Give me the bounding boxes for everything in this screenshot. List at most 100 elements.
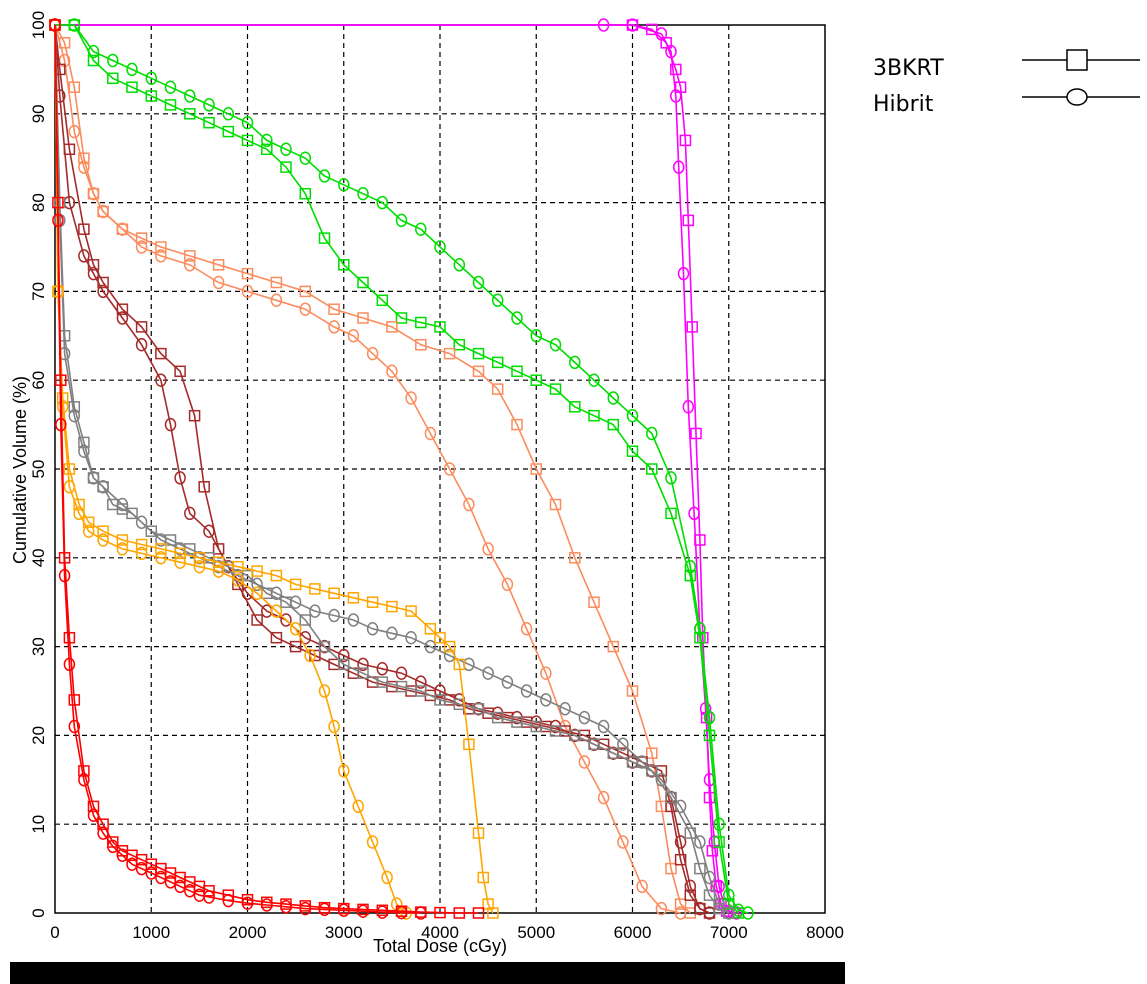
series-3 <box>49 18 754 920</box>
data-point-circle <box>280 142 292 157</box>
data-point-circle <box>203 98 215 112</box>
data-point-circle <box>78 160 90 174</box>
data-point-square <box>135 232 148 244</box>
data-point-circle <box>97 826 109 840</box>
data-point-circle <box>636 755 648 769</box>
data-point-circle <box>251 577 263 592</box>
data-point-square <box>145 525 158 537</box>
data-point-square <box>188 409 201 422</box>
data-point-square <box>241 134 254 147</box>
data-point-circle <box>677 266 690 281</box>
data-point-square <box>415 316 427 329</box>
data-point-circle <box>694 622 706 636</box>
data-point-square <box>660 37 672 49</box>
data-point-square <box>679 134 692 147</box>
data-point-circle <box>232 573 244 587</box>
data-point-circle <box>212 564 225 578</box>
data-point-circle <box>626 408 639 423</box>
data-point-square <box>174 547 186 560</box>
data-point-square <box>280 161 292 173</box>
data-point-circle <box>68 124 81 139</box>
x-tick-label: 8000 <box>806 923 844 942</box>
series-13 <box>49 18 427 920</box>
y-tick-label: 20 <box>29 726 48 745</box>
data-point-square <box>477 871 490 884</box>
data-point-square <box>222 125 235 138</box>
data-point-circle <box>491 293 504 308</box>
series-line <box>55 24 749 914</box>
data-point-circle <box>328 719 340 734</box>
x-tick-label: 0 <box>50 923 59 942</box>
data-point-circle <box>723 888 735 902</box>
data-point-circle <box>203 890 215 904</box>
y-tick-label: 10 <box>29 815 48 834</box>
data-point-circle <box>376 905 389 919</box>
data-point-square <box>73 498 85 511</box>
data-point-square <box>357 276 369 289</box>
data-point-circle <box>49 18 61 32</box>
data-point-circle <box>155 551 167 565</box>
data-point-square <box>63 631 76 644</box>
data-point-square <box>491 356 504 369</box>
data-point-circle <box>352 799 364 814</box>
data-point-circle <box>174 471 186 485</box>
data-point-circle <box>135 515 148 530</box>
data-point-circle <box>674 835 687 849</box>
data-point-square <box>386 321 398 333</box>
data-point-circle <box>222 893 235 908</box>
data-point-square <box>686 321 698 333</box>
data-point-circle <box>665 471 677 485</box>
data-point-square <box>665 507 677 520</box>
data-point-circle <box>617 737 629 752</box>
data-point-circle <box>289 622 302 636</box>
legend: 3BKRT Hibrit <box>873 49 1140 117</box>
series-line <box>54 24 421 914</box>
data-point-circle <box>56 400 69 414</box>
series-9 <box>49 18 735 920</box>
data-point-circle <box>694 835 706 849</box>
data-point-square <box>424 623 437 635</box>
data-point-circle <box>97 204 109 219</box>
data-point-circle <box>559 702 571 716</box>
data-point-square <box>338 658 350 671</box>
data-point-circle <box>135 337 148 352</box>
data-point-square <box>87 54 100 67</box>
data-point-square <box>184 108 196 120</box>
data-point-square <box>670 63 682 76</box>
data-point-circle <box>116 311 129 325</box>
data-point-square <box>569 729 581 742</box>
data-point-square <box>376 676 389 688</box>
data-point-circle <box>366 346 379 361</box>
data-point-square <box>116 303 129 315</box>
data-point-square <box>674 898 687 910</box>
data-point-circle <box>501 675 514 689</box>
data-point-circle <box>289 595 302 609</box>
data-point-circle <box>511 311 523 325</box>
data-point-square <box>386 600 398 613</box>
data-point-square <box>198 481 210 493</box>
data-point-square <box>434 321 446 333</box>
data-point-circle <box>73 506 85 521</box>
data-point-circle <box>386 626 398 641</box>
data-point-square <box>434 631 446 644</box>
data-point-square <box>78 223 90 235</box>
data-point-square <box>415 338 427 351</box>
data-point-circle <box>482 542 494 556</box>
data-point-circle <box>82 524 95 538</box>
data-point-circle <box>116 542 129 556</box>
data-point-circle <box>376 662 389 676</box>
data-point-square <box>607 418 620 431</box>
data-point-circle <box>145 71 158 86</box>
data-point-square <box>63 463 76 475</box>
data-point-square <box>443 640 456 653</box>
data-point-circle <box>78 773 90 787</box>
y-tick-label: 40 <box>29 548 48 567</box>
data-point-square <box>318 640 331 653</box>
data-point-square <box>415 685 427 697</box>
data-point-circle <box>155 870 167 885</box>
data-point-square <box>299 285 312 298</box>
data-point-circle <box>299 151 312 165</box>
data-point-circle <box>280 900 292 914</box>
data-point-circle <box>520 622 533 636</box>
data-point-square <box>588 738 600 751</box>
